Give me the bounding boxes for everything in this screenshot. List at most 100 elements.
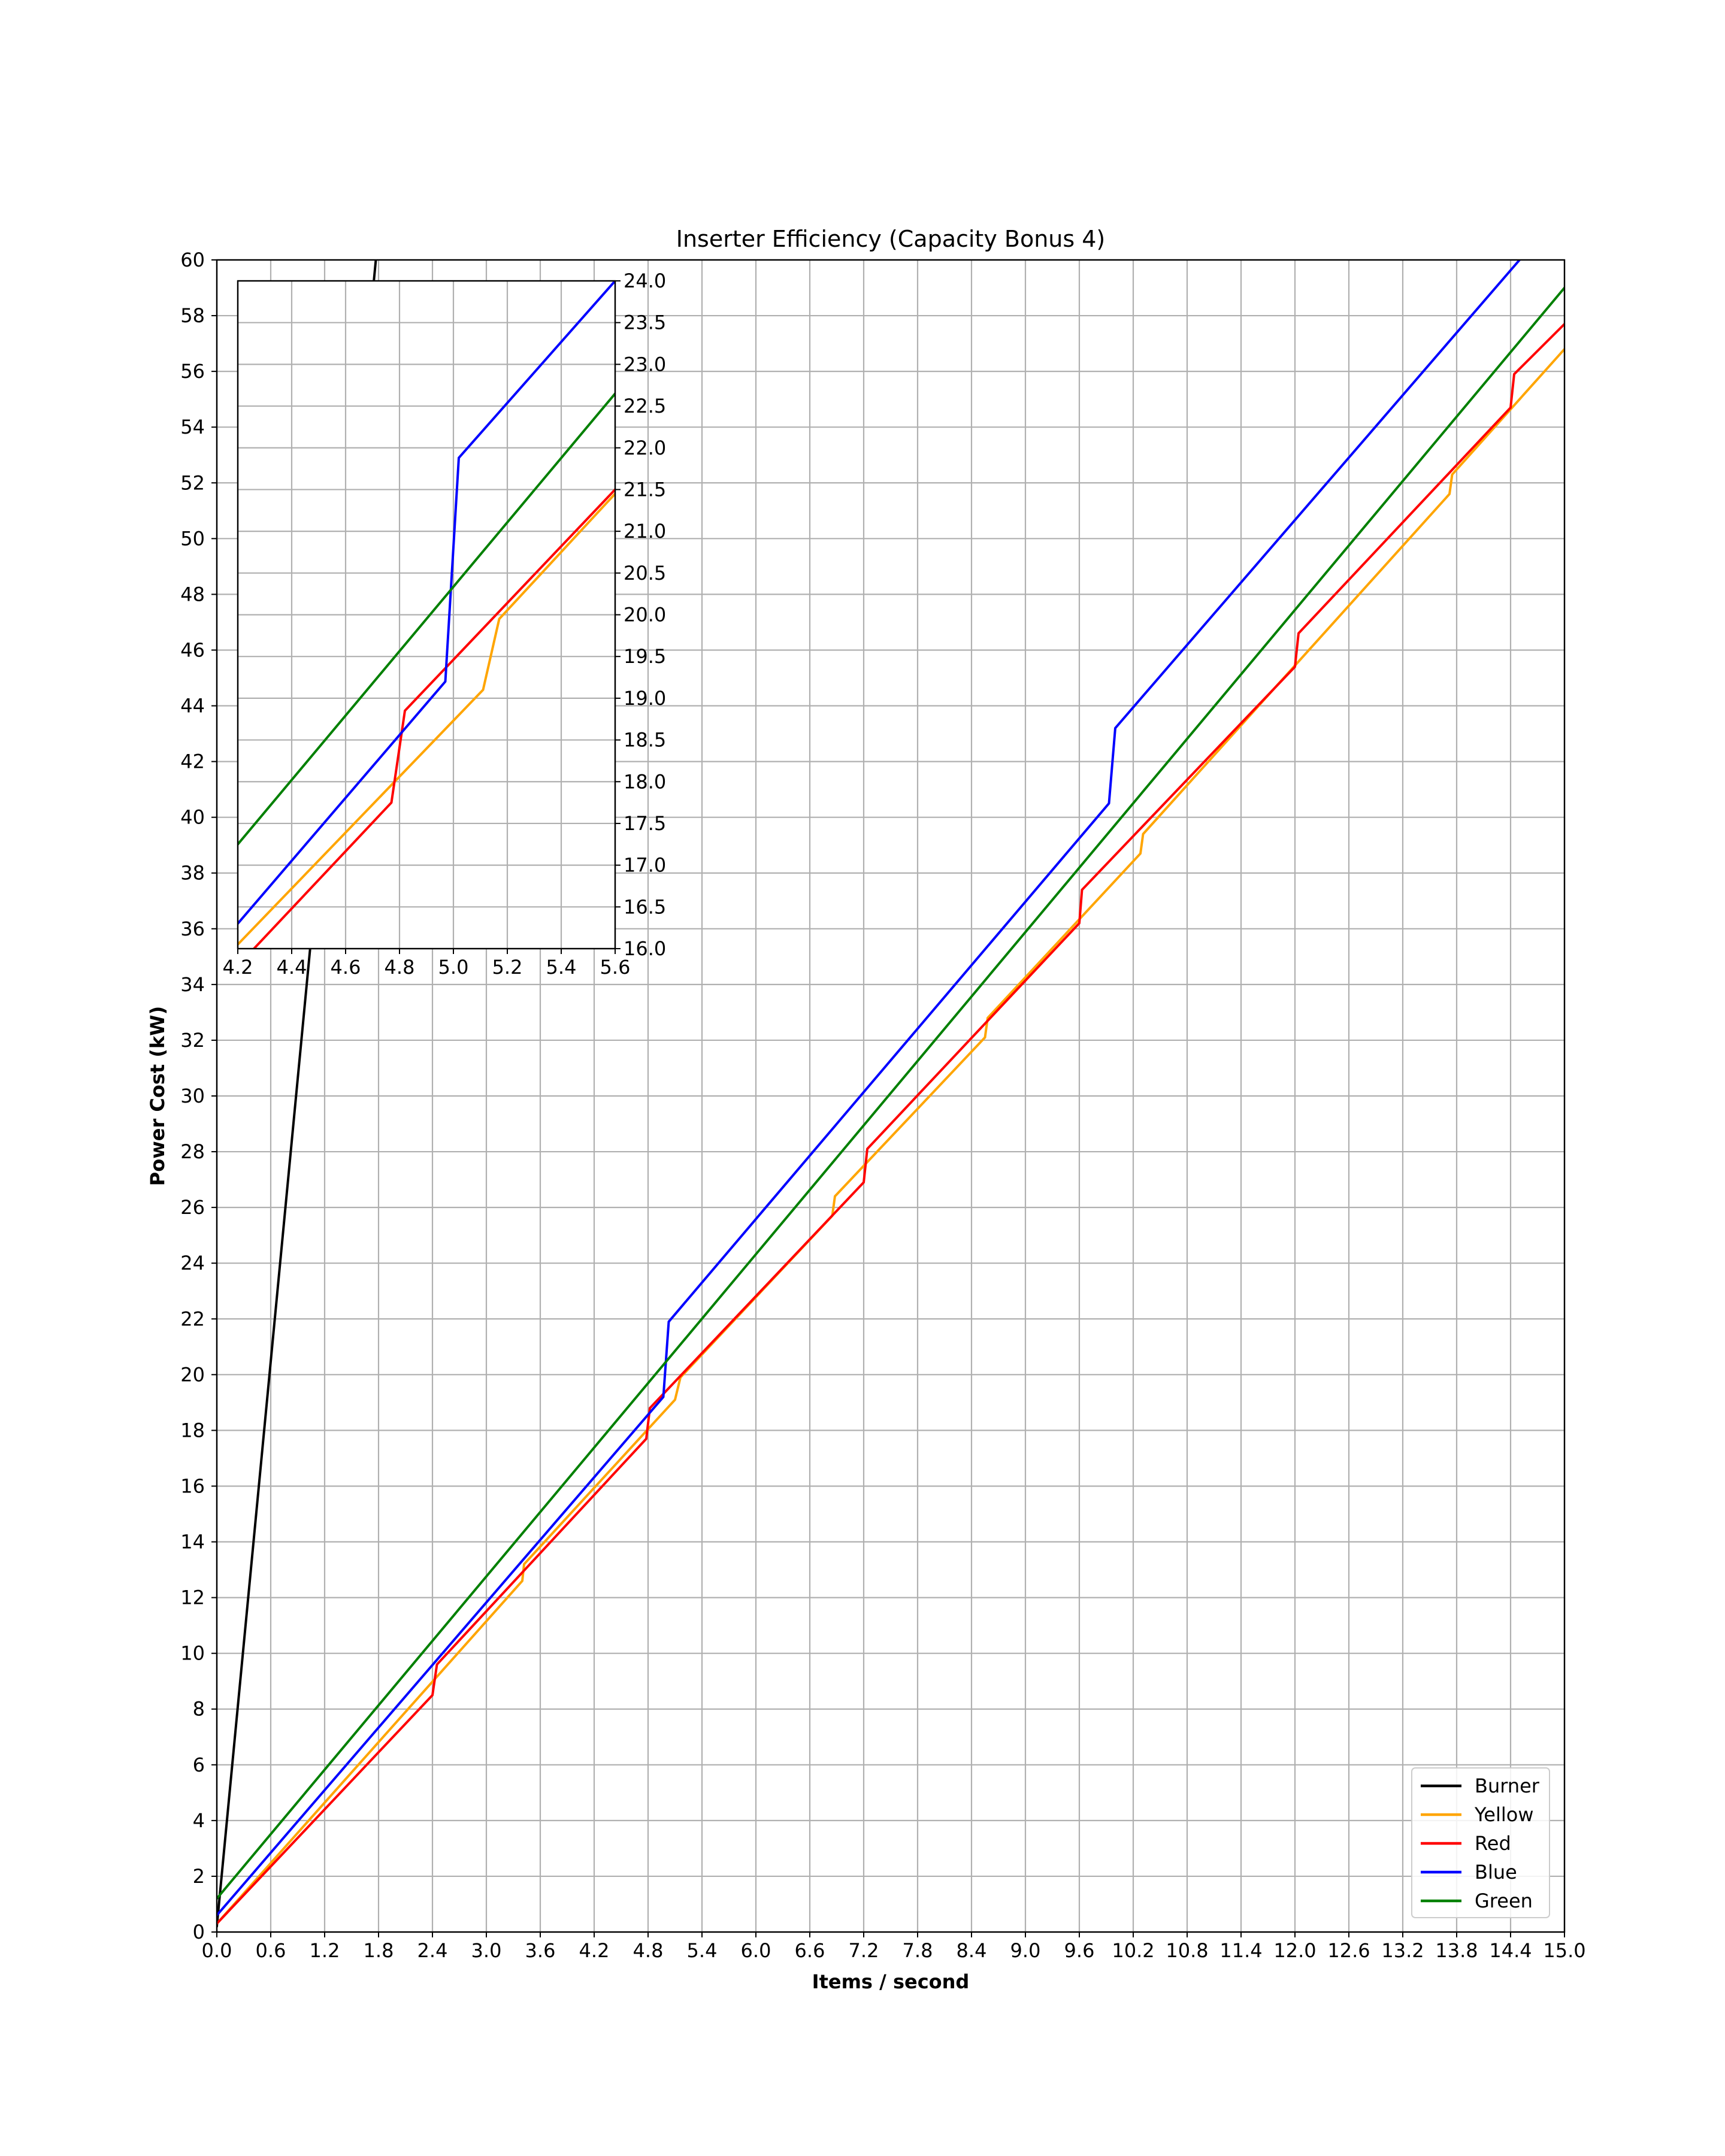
inset-y-tick-label: 22.5 — [624, 395, 666, 417]
main-y-tick-label: 10 — [180, 1642, 205, 1665]
main-x-tick-label: 13.8 — [1435, 1939, 1478, 1962]
inset-zoom-plot: 4.2 4.4 4.6 4.8 5.0 5.2 5.4 5.6 16.0 16.5 17.0 17.… — [223, 270, 667, 979]
main-x-tick-label: 5.4 — [687, 1939, 718, 1962]
legend: Burner Yellow Red Blue Green — [1411, 1767, 1550, 1918]
main-y-tick-label: 20 — [180, 1363, 205, 1386]
main-y-tick-label: 4 — [193, 1809, 205, 1832]
main-y-tick-label: 60 — [180, 249, 205, 271]
legend-label-green: Green — [1475, 1889, 1533, 1912]
inset-x-tick-label: 4.4 — [277, 956, 307, 979]
inset-y-tick-label: 24.0 — [624, 270, 666, 292]
inset-y-tick-label: 20.5 — [624, 562, 666, 585]
main-x-tick-label: 7.2 — [849, 1939, 879, 1962]
main-x-tick-label: 0.6 — [256, 1939, 286, 1962]
main-x-tick-label: 3.0 — [471, 1939, 502, 1962]
main-x-tick-label: 0.0 — [202, 1939, 232, 1962]
inset-x-tick-label: 4.2 — [223, 956, 253, 979]
main-y-tick-label: 12 — [180, 1586, 205, 1609]
main-y-tick-label: 24 — [180, 1252, 205, 1274]
inset-y-tick-label: 17.5 — [624, 812, 666, 835]
legend-label-burner: Burner — [1475, 1775, 1540, 1797]
inset-y-tick-labels: 16.0 16.5 17.0 17.5 18.0 18.5 19.0 19.5 20.0 20.5… — [615, 270, 666, 960]
inset-series-blue-line — [238, 281, 615, 925]
main-x-tick-label: 4.2 — [579, 1939, 610, 1962]
inset-y-tick-label: 23.0 — [624, 353, 666, 376]
main-x-tick-label: 9.0 — [1010, 1939, 1041, 1962]
main-x-tick-label: 4.8 — [633, 1939, 664, 1962]
main-x-tick-label: 11.4 — [1219, 1939, 1262, 1962]
legend-box — [1411, 1767, 1550, 1918]
y-tick-labels: 0246810121416182022242628303234363840424… — [180, 249, 217, 1943]
main-series-green-line — [217, 286, 1564, 1900]
legend-label-yellow: Yellow — [1474, 1803, 1534, 1826]
inset-y-tick-label: 23.5 — [624, 311, 666, 334]
main-y-tick-label: 22 — [180, 1307, 205, 1330]
main-y-tick-label: 52 — [180, 471, 205, 494]
inset-x-tick-label: 5.0 — [438, 956, 469, 979]
main-x-tick-label: 9.6 — [1064, 1939, 1095, 1962]
inset-series-yellow-line — [238, 492, 615, 946]
main-y-tick-label: 14 — [180, 1531, 205, 1554]
main-series-red-line — [217, 323, 1564, 1925]
main-x-tick-label: 2.4 — [417, 1939, 448, 1962]
inset-y-tick-label: 20.0 — [624, 604, 666, 626]
main-x-tick-label: 6.0 — [741, 1939, 771, 1962]
main-y-tick-label: 32 — [180, 1029, 205, 1052]
x-tick-labels: 0.0 0.6 1.2 1.8 2.4 3.0 3.6 4.2 4.8 5.4 6.0 6.6 7.2 7… — [202, 1932, 1586, 1962]
main-y-tick-label: 56 — [180, 360, 205, 383]
main-y-tick-label: 16 — [180, 1474, 205, 1497]
main-y-tick-label: 26 — [180, 1196, 205, 1219]
main-y-tick-label: 48 — [180, 583, 205, 605]
main-x-tick-label: 10.8 — [1166, 1939, 1208, 1962]
main-x-tick-label: 12.0 — [1273, 1939, 1316, 1962]
chart-title: Inserter Efficiency (Capacity Bonus 4) — [676, 226, 1106, 252]
inset-x-tick-label: 5.4 — [546, 956, 577, 979]
inset-y-tick-label: 21.5 — [624, 478, 666, 501]
main-y-tick-label: 28 — [180, 1140, 205, 1163]
main-series-blue-line — [217, 260, 1521, 1917]
inset-series-green-line — [238, 392, 615, 846]
main-x-tick-label: 1.2 — [310, 1939, 340, 1962]
legend-label-blue: Blue — [1475, 1861, 1517, 1884]
inset-y-tick-label: 22.0 — [624, 437, 666, 459]
main-y-tick-label: 30 — [180, 1085, 205, 1107]
main-y-tick-label: 0 — [193, 1921, 205, 1943]
main-y-tick-label: 18 — [180, 1419, 205, 1442]
inset-x-tick-label: 4.8 — [385, 956, 415, 979]
main-y-tick-label: 50 — [180, 527, 205, 550]
inset-y-tick-label: 18.5 — [624, 729, 666, 752]
y-axis-label: Power Cost (kW) — [146, 1006, 169, 1186]
main-x-tick-label: 14.4 — [1489, 1939, 1532, 1962]
inset-plot-lines — [238, 281, 615, 949]
inset-y-tick-label: 19.5 — [624, 645, 666, 668]
inset-x-tick-label: 5.6 — [600, 956, 631, 979]
main-y-tick-label: 6 — [193, 1754, 205, 1776]
x-axis-label: Items / second — [812, 1970, 970, 1993]
inset-x-tick-label: 5.2 — [492, 956, 523, 979]
main-y-tick-label: 40 — [180, 806, 205, 829]
inset-y-tick-label: 16.5 — [624, 895, 666, 918]
inset-y-tick-label: 17.0 — [624, 854, 666, 877]
main-y-tick-label: 54 — [180, 416, 205, 438]
main-x-tick-label: 3.6 — [525, 1939, 556, 1962]
main-y-tick-label: 58 — [180, 304, 205, 327]
main-y-tick-label: 38 — [180, 862, 205, 885]
inset-x-tick-label: 4.6 — [331, 956, 361, 979]
inset-y-tick-label: 18.0 — [624, 770, 666, 793]
main-x-tick-label: 7.8 — [903, 1939, 933, 1962]
main-y-tick-label: 34 — [180, 973, 205, 996]
inset-x-tick-labels: 4.2 4.4 4.6 4.8 5.0 5.2 5.4 5.6 — [223, 949, 631, 979]
main-y-tick-label: 42 — [180, 750, 205, 773]
inset-y-tick-label: 16.0 — [624, 937, 666, 960]
main-x-tick-label: 13.2 — [1381, 1939, 1424, 1962]
main-x-tick-label: 8.4 — [957, 1939, 987, 1962]
main-y-tick-label: 2 — [193, 1865, 205, 1888]
main-x-tick-label: 12.6 — [1327, 1939, 1370, 1962]
inset-y-tick-label: 21.0 — [624, 520, 666, 543]
main-series-yellow-line — [217, 347, 1564, 1925]
main-plot-lines — [217, 260, 1564, 1928]
main-x-tick-label: 10.2 — [1112, 1939, 1154, 1962]
inset-series-red-line — [253, 488, 615, 949]
main-x-tick-label: 6.6 — [795, 1939, 825, 1962]
